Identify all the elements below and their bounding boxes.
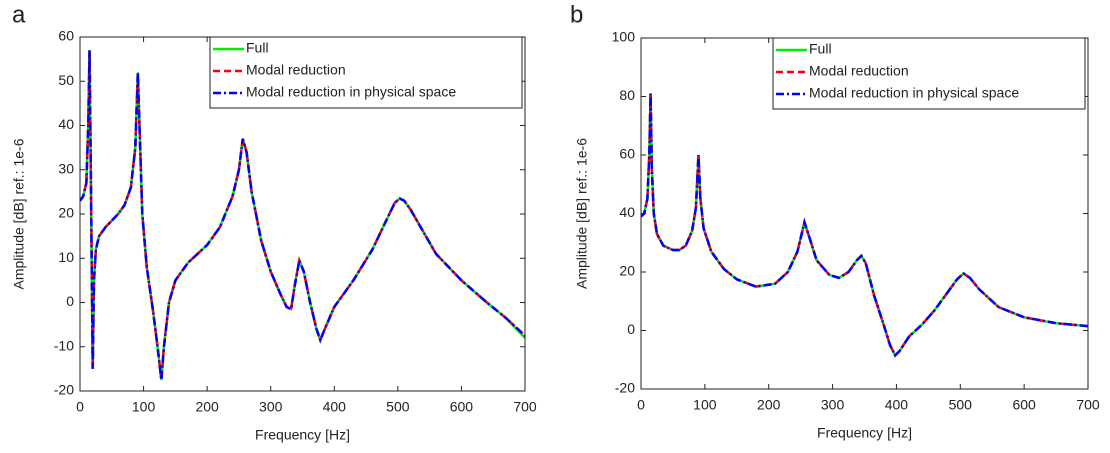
y-tick-label: 10 bbox=[58, 249, 74, 265]
x-tick-label: 700 bbox=[513, 399, 537, 415]
y-tick-label: -10 bbox=[54, 337, 74, 353]
plot-area bbox=[641, 93, 1088, 358]
y-tick-label: 40 bbox=[619, 204, 635, 220]
y-tick-label: 20 bbox=[58, 205, 74, 221]
y-tick-label: -20 bbox=[615, 380, 635, 396]
x-tick-label: 0 bbox=[76, 399, 84, 415]
y-tick-label: -20 bbox=[54, 382, 74, 398]
series-line bbox=[80, 50, 525, 381]
plot-area bbox=[80, 50, 525, 381]
y-tick-label: 0 bbox=[66, 293, 74, 309]
y-axis-label: Amplitude [dB] ref.: 1e-6 bbox=[574, 138, 590, 289]
legend-label: Modal reduction in physical space bbox=[809, 85, 1019, 101]
series-line bbox=[641, 93, 1088, 358]
legend-label: Full bbox=[246, 40, 269, 56]
x-tick-label: 300 bbox=[821, 397, 845, 413]
x-axis-label: Frequency [Hz] bbox=[255, 427, 350, 443]
x-tick-label: 500 bbox=[949, 397, 973, 413]
y-tick-label: 60 bbox=[619, 146, 635, 162]
x-tick-label: 100 bbox=[132, 399, 156, 415]
y-tick-label: 60 bbox=[58, 28, 74, 44]
x-tick-label: 100 bbox=[693, 397, 717, 413]
y-tick-label: 40 bbox=[58, 116, 74, 132]
y-tick-label: 50 bbox=[58, 72, 74, 88]
panel-label: b bbox=[570, 1, 583, 28]
legend-box bbox=[209, 36, 523, 109]
x-tick-label: 500 bbox=[386, 399, 410, 415]
x-tick-label: 200 bbox=[195, 399, 219, 415]
legend-label: Modal reduction bbox=[246, 62, 346, 78]
x-tick-label: 0 bbox=[637, 397, 645, 413]
y-axis-label: Amplitude [dB] ref.: 1e-6 bbox=[11, 138, 27, 289]
y-tick-label: 100 bbox=[612, 29, 636, 45]
x-tick-label: 600 bbox=[1012, 397, 1036, 413]
y-tick-label: 80 bbox=[619, 87, 635, 103]
x-tick-label: 600 bbox=[450, 399, 474, 415]
legend-box bbox=[772, 37, 1086, 110]
y-tick-label: 30 bbox=[58, 160, 74, 176]
y-tick-label: 20 bbox=[619, 263, 635, 279]
x-tick-label: 300 bbox=[259, 399, 283, 415]
legend-label: Modal reduction bbox=[809, 63, 909, 79]
y-tick-label: 0 bbox=[627, 321, 635, 337]
x-tick-label: 400 bbox=[885, 397, 909, 413]
series-line bbox=[641, 93, 1088, 358]
legend-label: Modal reduction in physical space bbox=[246, 84, 456, 100]
x-tick-label: 400 bbox=[323, 399, 347, 415]
x-tick-label: 700 bbox=[1076, 397, 1100, 413]
x-axis-label: Frequency [Hz] bbox=[817, 425, 912, 441]
panel-label: a bbox=[12, 1, 26, 28]
x-tick-label: 200 bbox=[757, 397, 781, 413]
legend-label: Full bbox=[809, 41, 832, 57]
